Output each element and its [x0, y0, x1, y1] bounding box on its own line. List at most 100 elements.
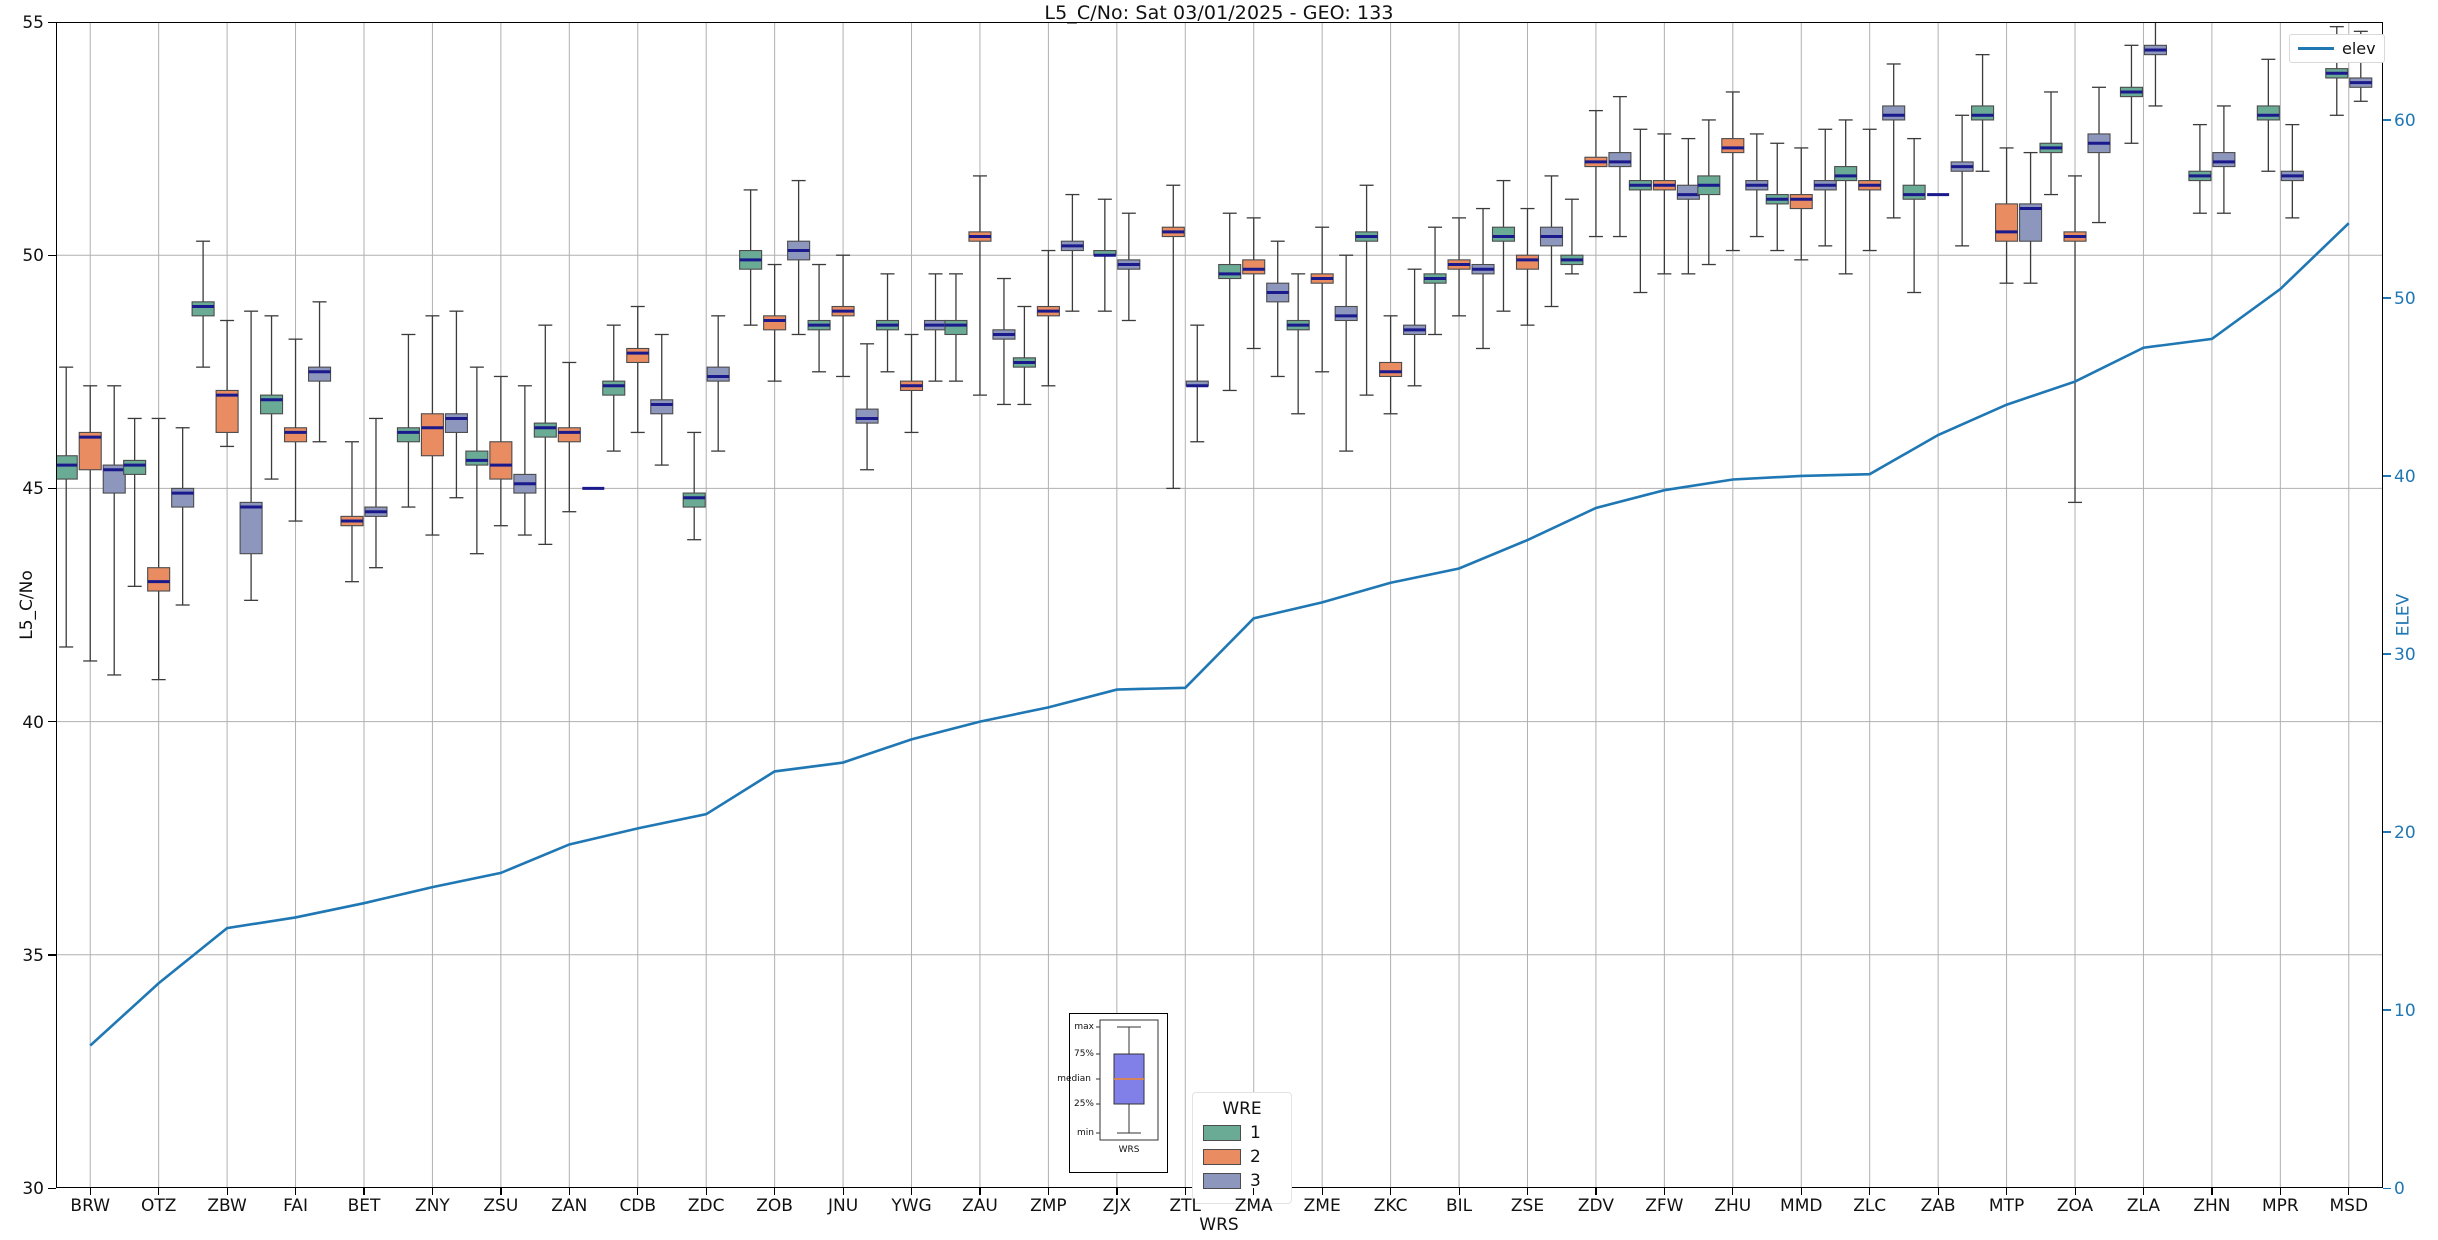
wre-color-swatch-3	[1203, 1173, 1241, 1189]
boxplot-box	[1652, 133, 1676, 275]
boxplot-box	[1161, 184, 1185, 490]
x-tick-mark	[842, 1188, 844, 1195]
boxplot-box	[1765, 142, 1789, 252]
boxplot-box	[533, 324, 557, 546]
y-tick-right-10: 10	[2394, 1000, 2416, 1021]
boxplot-box	[1745, 133, 1769, 238]
boxplot-box	[1012, 305, 1036, 406]
y-tick-mark-left	[48, 21, 56, 23]
boxplot-box	[1995, 147, 2019, 284]
x-tick-mark	[2074, 1188, 2076, 1195]
boxplot-box	[855, 343, 879, 471]
y-tick-left-30: 30	[22, 1179, 44, 1199]
wre-color-swatch-1	[1203, 1125, 1241, 1141]
boxplot-box	[1218, 212, 1242, 392]
x-tick-mark	[979, 1188, 981, 1195]
wre-legend-item-2[interactable]: 2	[1203, 1147, 1281, 1167]
boxplot-box	[1355, 184, 1379, 396]
x-tick-label-ZMA: ZMA	[1234, 1196, 1273, 1216]
wre-legend-item-3[interactable]: 3	[1203, 1171, 1281, 1191]
boxplot-box	[444, 310, 468, 499]
x-tick-label-ZDV: ZDV	[1577, 1196, 1614, 1216]
y-tick-mark-left	[48, 487, 56, 490]
x-tick-mark	[2006, 1188, 2008, 1195]
x-tick-label-ZOB: ZOB	[756, 1196, 793, 1216]
boxplot-key-median-label: median	[1057, 1074, 1091, 1084]
x-tick-label-ZLA: ZLA	[2126, 1196, 2161, 1216]
boxplot-box	[513, 385, 537, 536]
y-tick-left-45: 45	[22, 479, 44, 500]
boxplot-box	[1560, 198, 1584, 275]
boxplot-box	[1379, 315, 1403, 415]
boxplot-box	[1971, 53, 1995, 172]
boxplot-box	[283, 338, 308, 522]
boxplot-box	[1902, 137, 1926, 294]
x-tick-mark	[295, 1188, 297, 1195]
x-tick-mark	[2142, 1188, 2145, 1195]
x-tick-mark	[89, 1188, 91, 1195]
x-tick-mark	[1800, 1188, 1802, 1195]
boxplot-box	[259, 315, 284, 480]
boxplot-box	[2019, 151, 2043, 284]
boxplot-box	[78, 385, 102, 662]
boxplot-box	[2188, 123, 2212, 214]
boxplot-key-diagram	[1096, 1019, 1159, 1141]
boxplot-box	[1858, 128, 1882, 252]
x-tick-label-MSD: MSD	[2329, 1196, 2369, 1216]
boxplot-box	[1447, 217, 1471, 317]
elev-legend[interactable]: elev	[2289, 34, 2385, 63]
elev-line	[89, 222, 2350, 1047]
wre-legend[interactable]: WRE 1 2 3	[1192, 1092, 1292, 1204]
boxplot-box	[1093, 198, 1117, 312]
x-tick-label-CDB: CDB	[619, 1196, 657, 1216]
boxplot-box	[1491, 179, 1516, 312]
boxplot-box	[899, 333, 924, 434]
x-tick-label-ZLC: ZLC	[1853, 1196, 1887, 1216]
y-tick-right-0: 0	[2394, 1179, 2405, 1199]
boxplot-box	[682, 431, 706, 541]
boxplot-box	[1697, 119, 1721, 266]
wre-legend-label-3: 3	[1250, 1171, 1261, 1191]
boxplot-box	[706, 315, 730, 452]
boxplot-box	[102, 385, 126, 676]
x-tick-label-ZSU: ZSU	[483, 1196, 519, 1216]
boxplot-box	[2280, 123, 2304, 219]
boxplot-box	[968, 175, 992, 396]
plot-frame	[56, 22, 2383, 1188]
x-tick-label-BRW: BRW	[70, 1196, 111, 1216]
boxplot-box	[2063, 175, 2087, 504]
boxplot-box	[307, 301, 332, 443]
boxplot-box	[215, 319, 239, 448]
x-tick-mark	[1047, 1188, 1050, 1195]
boxplot-box	[2256, 58, 2280, 172]
wre-legend-title: WRE	[1222, 1099, 1262, 1119]
x-tick-mark	[705, 1188, 707, 1195]
x-tick-label-BET: BET	[347, 1196, 381, 1216]
boxplot-box	[2119, 44, 2144, 144]
x-tick-label-MTP: MTP	[1988, 1196, 2025, 1216]
x-tick-mark	[363, 1188, 365, 1195]
boxplot-box	[1334, 254, 1358, 452]
wre-legend-label-2: 2	[1250, 1147, 1261, 1167]
x-tick-label-OTZ: OTZ	[140, 1196, 177, 1216]
boxplot-box	[1423, 226, 1447, 336]
wre-legend-item-1[interactable]: 1	[1203, 1123, 1281, 1143]
boxplot-box	[557, 361, 581, 513]
plot-area	[56, 22, 2383, 1188]
x-tick-label-JNU: JNU	[827, 1196, 859, 1216]
boxplot-box	[1403, 268, 1427, 387]
x-tick-label-ZKC: ZKC	[1373, 1196, 1408, 1216]
y-tick-right-20: 20	[2394, 822, 2416, 843]
x-tick-label-ZAB: ZAB	[1920, 1196, 1956, 1216]
x-tick-label-ZBW: ZBW	[207, 1196, 247, 1216]
y-tick-mark-right	[2383, 297, 2391, 299]
boxplot-box	[1185, 324, 1209, 443]
boxplot-key-x-label: WRS	[1118, 1145, 1140, 1155]
y-tick-mark-right	[2383, 1187, 2391, 1189]
y-axis-right-title: ELEV	[2393, 593, 2414, 637]
boxplot-box	[396, 333, 420, 508]
x-tick-mark	[1937, 1188, 1939, 1195]
boxplot-box	[875, 273, 900, 373]
x-tick-mark	[500, 1188, 502, 1195]
